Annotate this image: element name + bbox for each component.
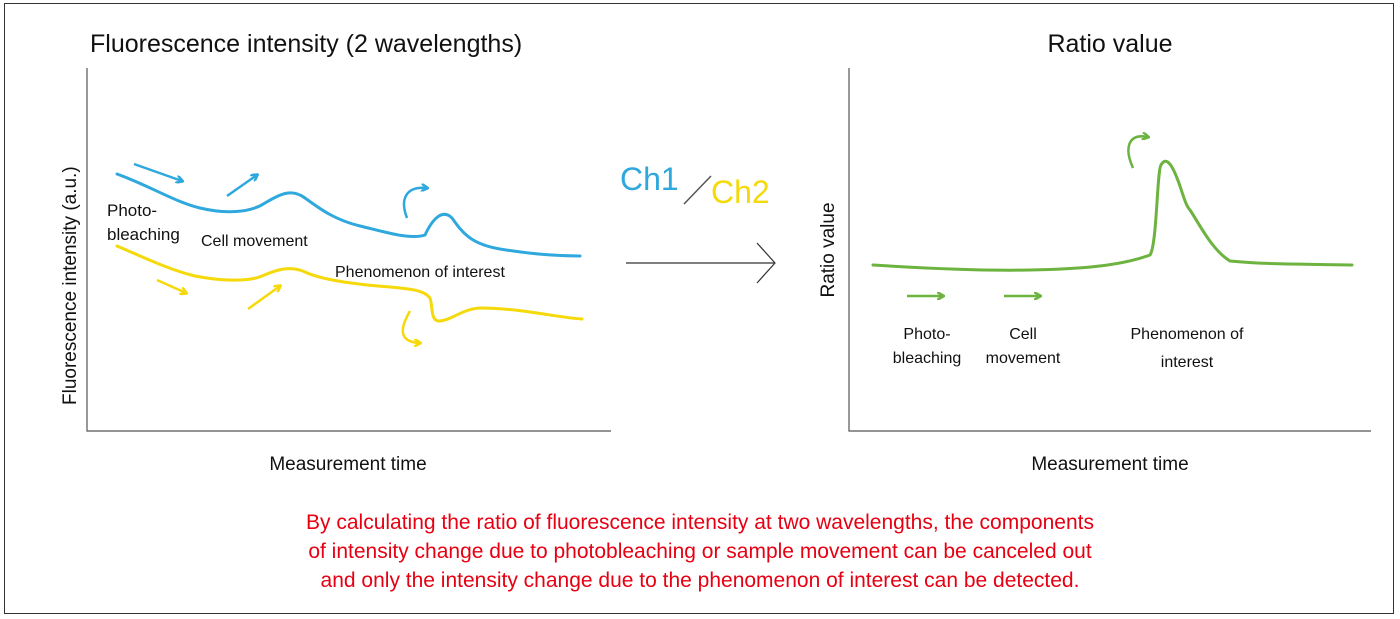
left-x-axis-label: Measurement time bbox=[269, 454, 426, 475]
ch1-label: Ch1 bbox=[620, 161, 679, 197]
right-phenomenon-label-1: Phenomenon of bbox=[1131, 326, 1245, 343]
right-cell-movement-label-1: Cell bbox=[1009, 326, 1037, 343]
right-axes bbox=[848, 68, 1371, 432]
left-y-axis-label: Fluorescence intensity (a.u.) bbox=[60, 166, 81, 405]
caption-line-3: and only the intensity change due to the… bbox=[320, 569, 1080, 592]
ch1-phenomenon-arrow bbox=[402, 188, 427, 219]
ch2-intensity-curve bbox=[115, 244, 584, 323]
left-axes bbox=[86, 68, 611, 432]
caption: By calculating the ratio of fluorescence… bbox=[100, 508, 1300, 595]
transform-arrow-head bbox=[756, 242, 776, 284]
right-panel-title: Ratio value bbox=[1047, 30, 1172, 58]
ratio-slash bbox=[683, 175, 712, 205]
left-phenomenon-label: Phenomenon of interest bbox=[335, 264, 505, 281]
ch1-intensity-curve bbox=[115, 172, 582, 258]
left-photobleaching-label-2: bleaching bbox=[107, 225, 180, 244]
right-x-axis-label: Measurement time bbox=[1031, 454, 1188, 475]
right-photobleaching-label-2: bleaching bbox=[893, 350, 962, 367]
right-photobleaching-label-1: Photo- bbox=[903, 326, 950, 343]
caption-line-1: By calculating the ratio of fluorescence… bbox=[306, 511, 1094, 534]
right-phenomenon-label-2: interest bbox=[1161, 354, 1214, 371]
ch1-photobleaching-arrow bbox=[133, 162, 182, 181]
left-panel-title: Fluorescence intensity (2 wavelengths) bbox=[90, 30, 522, 58]
caption-line-2: of intensity change due to photobleachin… bbox=[308, 540, 1092, 563]
right-cell-movement-label-2: movement bbox=[986, 350, 1061, 367]
right-y-axis-label: Ratio value bbox=[818, 202, 839, 297]
ch2-photobleaching-arrow bbox=[156, 278, 186, 293]
ch2-phenomenon-arrow bbox=[401, 310, 420, 343]
diagram-frame bbox=[4, 3, 1394, 614]
ch1-movement-arrow bbox=[226, 175, 257, 198]
ratio-curve bbox=[871, 159, 1354, 272]
ch2-label: Ch2 bbox=[711, 174, 770, 210]
ch2-movement-arrow bbox=[247, 286, 280, 311]
ratio-phenomenon-arrow bbox=[1127, 136, 1148, 169]
left-photobleaching-label-1: Photo- bbox=[107, 201, 157, 220]
left-cell-movement-label: Cell movement bbox=[201, 233, 308, 250]
